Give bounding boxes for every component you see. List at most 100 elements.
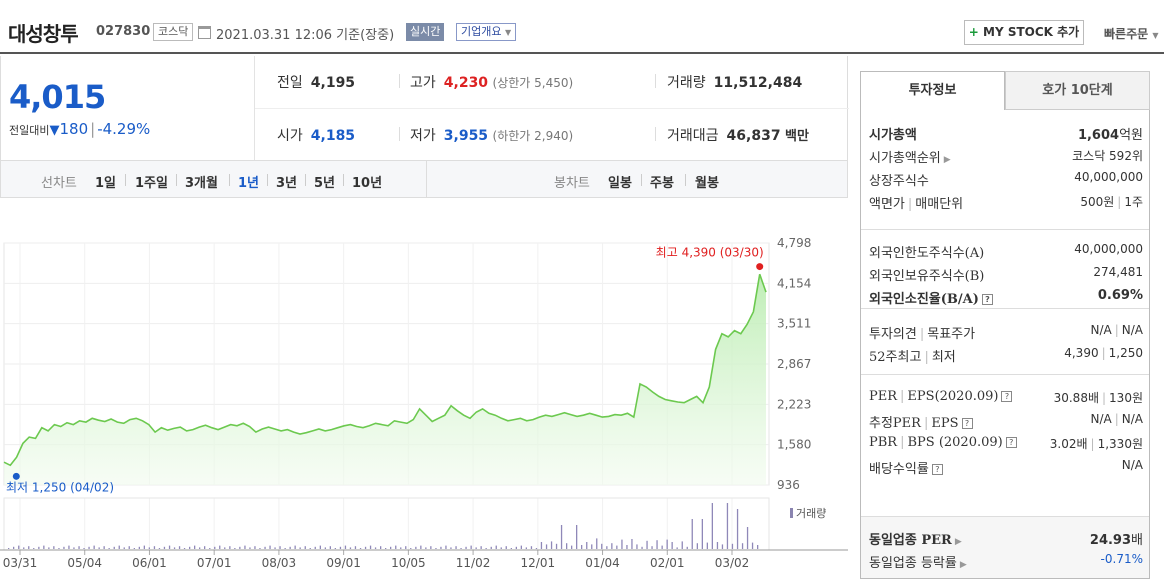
period-3m[interactable]: 3개월 [185,176,218,191]
cap-rank-key[interactable]: 시가총액순위 ▶ [869,147,951,166]
price-chart[interactable]: 936 1,580 2,223 2,867 3,511 4,154 4,798 03/31 0… [0,198,848,582]
bps-label: BPS (2020.09) [907,435,1003,450]
volume-bar [661,545,663,549]
divider [255,108,849,109]
candle-weekly[interactable]: 주봉 [650,176,674,191]
volume-bar [435,548,437,549]
unit-label: 매매단위 [915,197,964,212]
row-foreign-limit: 외국인한도주식수(A) 40,000,000 [869,242,1143,264]
change-amount: 180 [59,120,89,138]
volume-bar [148,547,150,549]
divider: | [919,327,925,342]
divider: | [1101,346,1106,360]
period-1d[interactable]: 1일 [95,176,117,191]
add-mystock-label: MY STOCK 추가 [983,25,1080,39]
divider [641,174,642,186]
w52-low-value: 1,250 [1108,346,1143,360]
candle-monthly[interactable]: 월봉 [695,176,719,191]
help-icon[interactable]: ? [1001,391,1013,402]
quick-order-button[interactable]: 빠른주문 ▼ [1104,25,1159,42]
sector-per-unit: 배 [1131,533,1143,548]
side-tabs: 투자정보 호가 10단계 [860,71,1150,110]
tab-investment-info[interactable]: 투자정보 [860,71,1005,110]
est-per-value: N/A | N/A [1090,412,1143,426]
volume-bar [751,542,754,549]
volume-bar [18,545,20,549]
est-per-label: 추정PER [869,416,921,431]
volume-bar [530,546,533,549]
volume-bar [586,542,588,549]
divider [125,174,126,186]
volume-bar [571,545,573,549]
volume-bar [168,545,171,549]
opinion-key: 투자의견 | 목표주가 [869,323,975,342]
volume-bar [284,548,286,549]
volume-bar [138,546,140,549]
volume-bar [189,546,191,549]
period-5y[interactable]: 5년 [314,176,336,191]
price-chart-svg[interactable]: 936 1,580 2,223 2,867 3,511 4,154 4,798 03/31 0… [0,198,848,582]
help-icon[interactable]: ? [981,294,993,305]
help-icon[interactable]: ? [961,418,973,429]
add-mystock-button[interactable]: + MY STOCK 추가 [964,20,1084,45]
period-10y[interactable]: 10년 [352,176,383,191]
change-percent: -4.29% [97,120,151,138]
divider: | [1117,195,1122,209]
volume-bar [757,545,759,549]
chevron-right-icon: ▶ [954,537,962,547]
chevron-right-icon: ▶ [959,560,967,570]
x-tick-label: 05/04 [67,556,102,570]
volume-bar [224,547,226,549]
face-value: 500원 [1080,195,1115,209]
volume-bar [540,542,543,549]
sector-per-key[interactable]: 동일업종 PER ▶ [869,529,962,548]
volume-bar [681,541,683,549]
volume-bar [8,548,10,549]
volume-bar [299,547,301,549]
foreign-ratio-label: 외국인소진율(B/A) [869,292,979,307]
divider [343,174,344,186]
volume-bar [369,545,372,549]
volume-bar [596,538,598,549]
market-cap-value: 1,604억원 [1078,124,1143,143]
info-table: 시가총액 1,604억원 시가총액순위 ▶ 코스닥 592위 상장주식수 40,000,… [860,110,1150,579]
face-label: 액면가 [869,197,905,212]
y-tick-label: 936 [777,478,800,492]
volume-legend: 거래량 [796,507,826,520]
row-shares: 상장주식수 40,000,000 [869,170,1143,192]
tab-order-book[interactable]: 호가 10단계 [1005,71,1150,110]
help-icon[interactable]: ? [931,464,943,475]
period-1w[interactable]: 1주일 [135,176,168,191]
period-3y[interactable]: 3년 [276,176,298,191]
row-dividend: 배당수익률? N/A [869,458,1143,480]
amount-value: 46,837 [726,128,781,144]
divider: | [923,416,929,431]
chevron-right-icon: ▶ [943,155,951,165]
help-icon[interactable]: ? [1005,437,1017,448]
open-label: 시가 [277,128,303,144]
row-face-value: 액면가 | 매매단위 500원 | 1주 [869,193,1143,215]
sector-chg-label: 동일업종 등락률 [869,556,957,571]
stock-code: 027830 [96,24,151,39]
volume-bar [425,547,427,549]
prev-close-label: 전일 [277,75,303,91]
volume-bar [480,546,482,549]
volume-bar [746,527,749,549]
volume-bar [43,545,45,549]
volume-bar [123,547,125,549]
candle-daily[interactable]: 일봉 [608,176,632,191]
volume-bar [178,546,181,549]
divider: | [1114,412,1119,426]
sector-chg-key[interactable]: 동일업종 등락률 ▶ [869,552,967,571]
volume-bar [701,519,703,549]
row-cap-rank: 시가총액순위 ▶ 코스닥 592위 [869,147,1143,169]
volume-bar [229,546,231,549]
volume-bar [33,548,35,549]
period-1y[interactable]: 1년 [238,176,260,191]
foreign-hold-label: 외국인보유주식수(B) [869,269,985,284]
section-opinion: 투자의견 | 목표주가 N/A | N/A 52주최고 | 최저 4,390 | 1,250 [861,309,1149,375]
realtime-button[interactable]: 실시간 [406,23,445,41]
volume-bar [204,546,206,549]
high-price: 고가 4,230 (상한가 5,450) [410,72,573,92]
company-info-dropdown[interactable]: 기업개요 ▼ [456,23,517,41]
